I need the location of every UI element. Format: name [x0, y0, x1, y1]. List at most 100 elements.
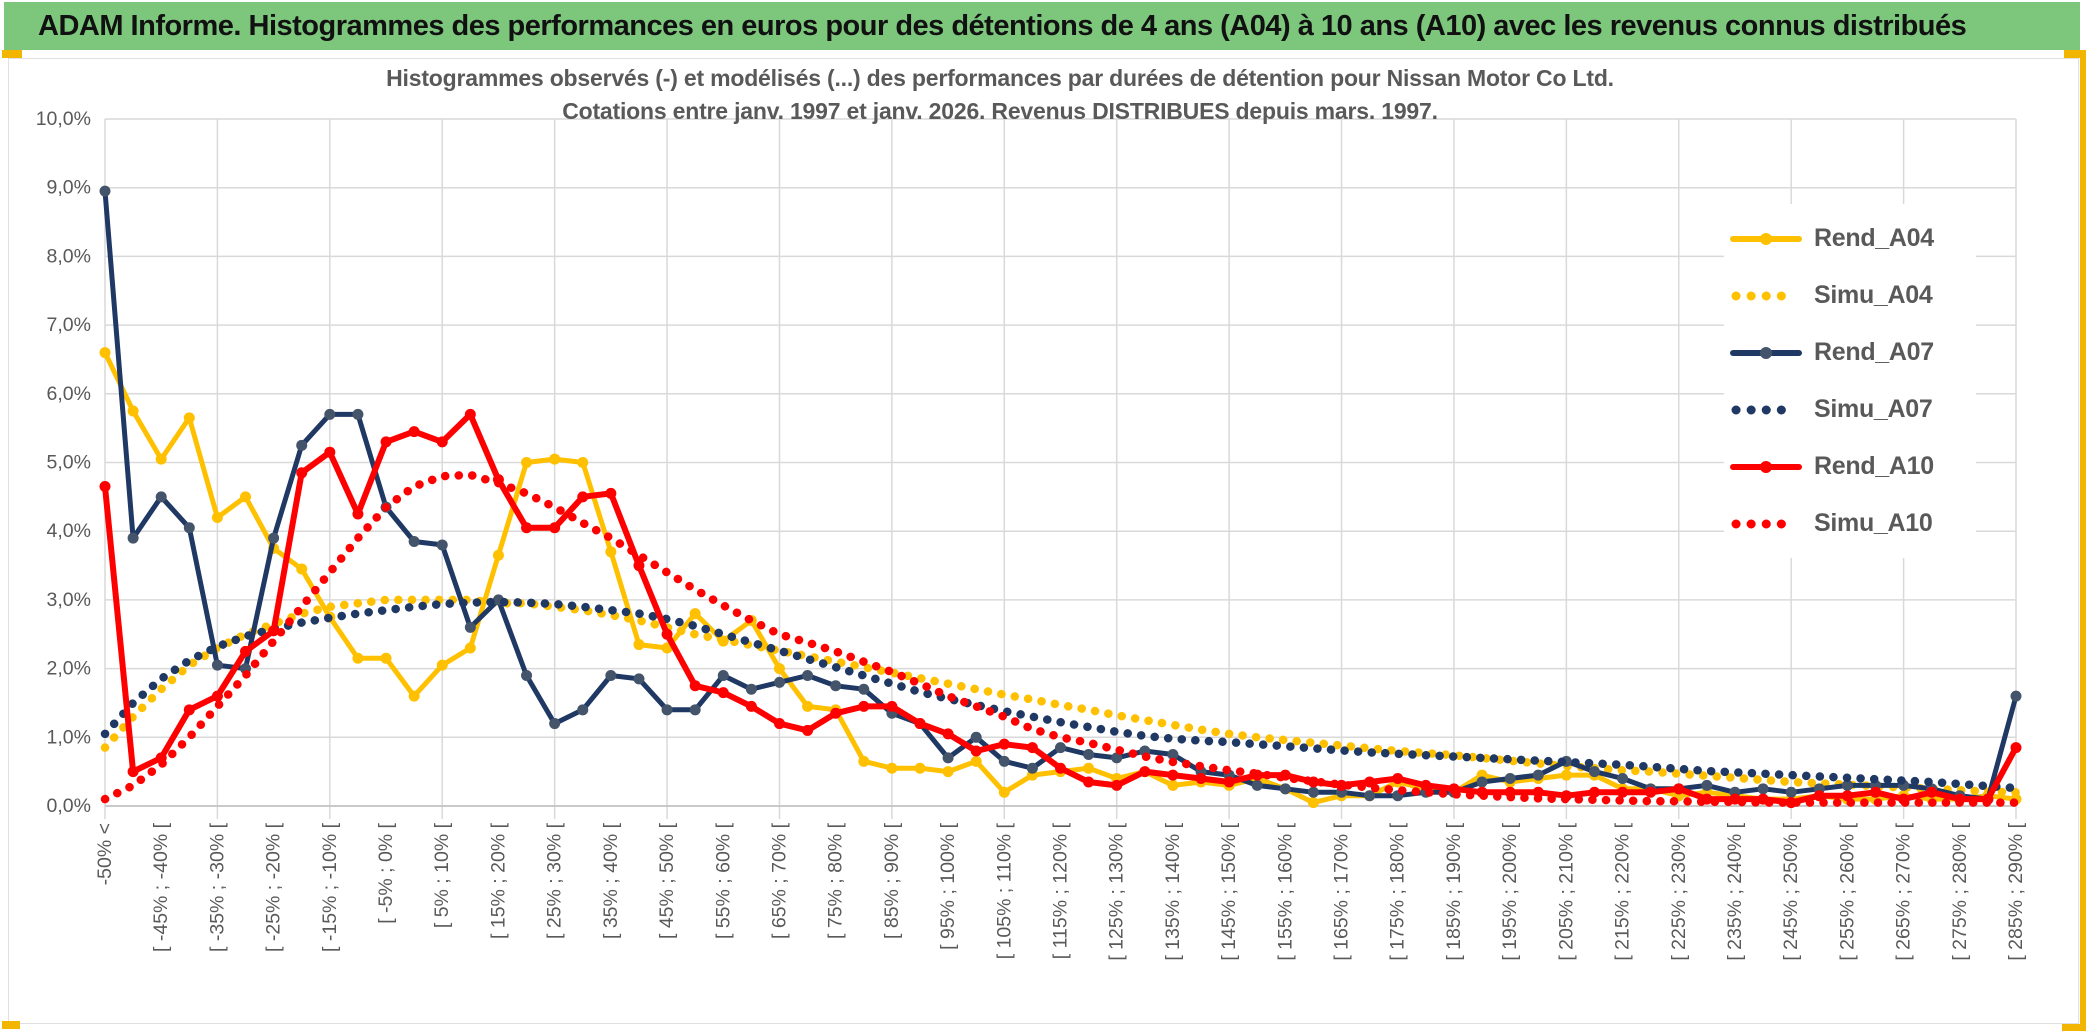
- series-marker-rend_a07: [1588, 766, 1600, 778]
- x-axis-bin-label: [ -35% ; -30% [: [206, 822, 228, 952]
- series-marker-rend_a04: [380, 652, 392, 664]
- chart-title: Histogrammes observés (-) et modélisés (…: [105, 62, 1895, 128]
- y-axis-tick-label: 4,0%: [47, 520, 91, 542]
- series-marker-rend_a07: [352, 408, 364, 420]
- series-line-simu_a07[interactable]: [100, 597, 2021, 793]
- x-axis-bin-label: [ 125% ; 130% [: [1106, 822, 1128, 960]
- series-marker-rend_a10: [605, 487, 617, 499]
- x-axis-bin-label: [ -25% ; -20% [: [263, 822, 285, 952]
- x-axis-bin-label: [ 95% ; 100% [: [937, 822, 959, 949]
- series-marker-rend_a04: [886, 762, 898, 774]
- series-marker-rend_a07: [2010, 690, 2022, 702]
- x-axis-bin-label: [ 275% ; 280% [: [1949, 822, 1971, 960]
- series-marker-rend_a04: [464, 642, 476, 654]
- series-marker-rend_a07: [858, 683, 870, 695]
- y-axis-tick-label: 3,0%: [47, 589, 91, 611]
- series-marker-rend_a10: [689, 680, 701, 692]
- x-axis-bin-label: [ 155% ; 160% [: [1274, 822, 1296, 960]
- x-axis-bin-label: [ 165% ; 170% [: [1331, 822, 1353, 960]
- series-line-simu_a10[interactable]: [100, 470, 2021, 807]
- chart-title-line1: Histogrammes observés (-) et modélisés (…: [386, 65, 1614, 91]
- series-marker-rend_a07: [155, 491, 167, 503]
- x-axis-bin-label: [ 285% ; 290% [: [2005, 822, 2027, 960]
- series-marker-rend_a04: [127, 405, 139, 417]
- series-marker-rend_a10: [942, 728, 954, 740]
- series-marker-rend_a10: [240, 645, 252, 657]
- series-marker-rend_a10: [633, 560, 645, 572]
- series-marker-rend_a10: [1195, 773, 1207, 785]
- series-marker-rend_a07: [549, 718, 561, 730]
- x-axis-bin-label: [ 55% ; 60% [: [712, 822, 734, 939]
- series-marker-rend_a07: [1055, 742, 1066, 754]
- x-axis-bin-label: [ 105% ; 110% [: [993, 822, 1015, 959]
- series-marker-rend_a04: [914, 762, 926, 774]
- gold-accent-right-strip: [2080, 58, 2086, 1030]
- series-line-simu_a04[interactable]: [100, 595, 2021, 797]
- legend-item-rend-a07[interactable]: Rend_A07: [1730, 324, 1976, 381]
- series-marker-rend_a04: [689, 608, 701, 620]
- y-axis-tick-label: 7,0%: [47, 314, 91, 336]
- series-marker-rend_a07: [127, 532, 139, 544]
- series-marker-rend_a10: [183, 704, 195, 716]
- series-marker-rend_a04: [296, 563, 308, 575]
- legend-item-simu-a07[interactable]: Simu_A07: [1730, 381, 1976, 438]
- x-axis-bin-label: [ 195% ; 200% [: [1499, 822, 1521, 960]
- series-marker-rend_a04: [240, 491, 252, 503]
- series-marker-rend_a10: [464, 408, 476, 420]
- series-marker-rend_a07: [1167, 748, 1179, 760]
- series-marker-rend_a10: [127, 766, 139, 778]
- series-marker-rend_a10: [577, 491, 589, 503]
- series-marker-rend_a10: [1167, 769, 1179, 781]
- legend-label: Simu_A04: [1814, 281, 1933, 309]
- series-marker-rend_a04: [352, 652, 364, 664]
- x-axis-bin-label: [ 75% ; 80% [: [825, 822, 847, 939]
- legend-item-simu-a10[interactable]: Simu_A10: [1730, 495, 1976, 552]
- report-header-banner: ADAM Informe. Histogrammes des performan…: [4, 2, 2080, 50]
- legend-label: Rend_A07: [1814, 338, 1934, 366]
- series-marker-rend_a04: [436, 659, 448, 671]
- legend-item-rend-a04[interactable]: Rend_A04: [1730, 210, 1976, 267]
- series-marker-rend_a07: [970, 731, 982, 743]
- series-marker-rend_a10: [802, 724, 814, 736]
- legend-label: Rend_A04: [1814, 224, 1934, 252]
- series-marker-rend_a10: [1645, 786, 1657, 798]
- series-marker-rend_a07: [324, 408, 336, 420]
- legend-marker-sample: [1760, 460, 1772, 473]
- series-marker-rend_a07: [1364, 790, 1376, 802]
- series-marker-rend_a10: [380, 436, 392, 448]
- x-axis-bin-label: [ 45% ; 50% [: [656, 822, 678, 939]
- series-marker-rend_a10: [1223, 776, 1235, 788]
- legend-item-rend-a10[interactable]: Rend_A10: [1730, 438, 1976, 495]
- series-marker-rend_a10: [352, 508, 364, 520]
- legend-swatch-simu-a07: [1731, 405, 1801, 414]
- series-marker-rend_a07: [717, 669, 729, 681]
- series-marker-rend_a10: [1111, 779, 1123, 791]
- x-axis-bin-label: -50% <: [94, 823, 116, 885]
- chart-legend: Rend_A04 Simu_A04 Rend_A07 Simu_A07 Rend…: [1724, 204, 1976, 558]
- series-marker-rend_a04: [549, 453, 561, 465]
- series-marker-rend_a10: [1869, 786, 1881, 798]
- series-marker-rend_a04: [1560, 769, 1572, 781]
- series-marker-rend_a10: [717, 687, 729, 699]
- series-marker-rend_a07: [1532, 769, 1544, 781]
- x-axis-bin-label: [ 5% ; 10% [: [431, 822, 453, 928]
- legend-item-simu-a04[interactable]: Simu_A04: [1730, 267, 1976, 324]
- series-marker-rend_a07: [1083, 748, 1095, 760]
- x-axis-bin-label: [ -5% ; 0% [: [375, 822, 397, 923]
- series-marker-rend_a10: [773, 718, 785, 730]
- y-axis-tick-label: 1,0%: [47, 726, 91, 748]
- series-marker-rend_a07: [633, 673, 645, 685]
- series-marker-rend_a07: [1307, 786, 1319, 798]
- series-marker-rend_a10: [830, 707, 842, 719]
- series-marker-rend_a10: [1420, 779, 1432, 791]
- series-marker-rend_a07: [745, 683, 757, 695]
- series-marker-rend_a04: [183, 412, 195, 424]
- series-marker-rend_a10: [661, 628, 673, 640]
- series-marker-rend_a10: [549, 522, 561, 534]
- series-marker-rend_a04: [211, 511, 223, 523]
- series-marker-rend_a04: [802, 700, 814, 712]
- series-marker-rend_a10: [1026, 742, 1038, 754]
- series-marker-rend_a04: [155, 453, 167, 465]
